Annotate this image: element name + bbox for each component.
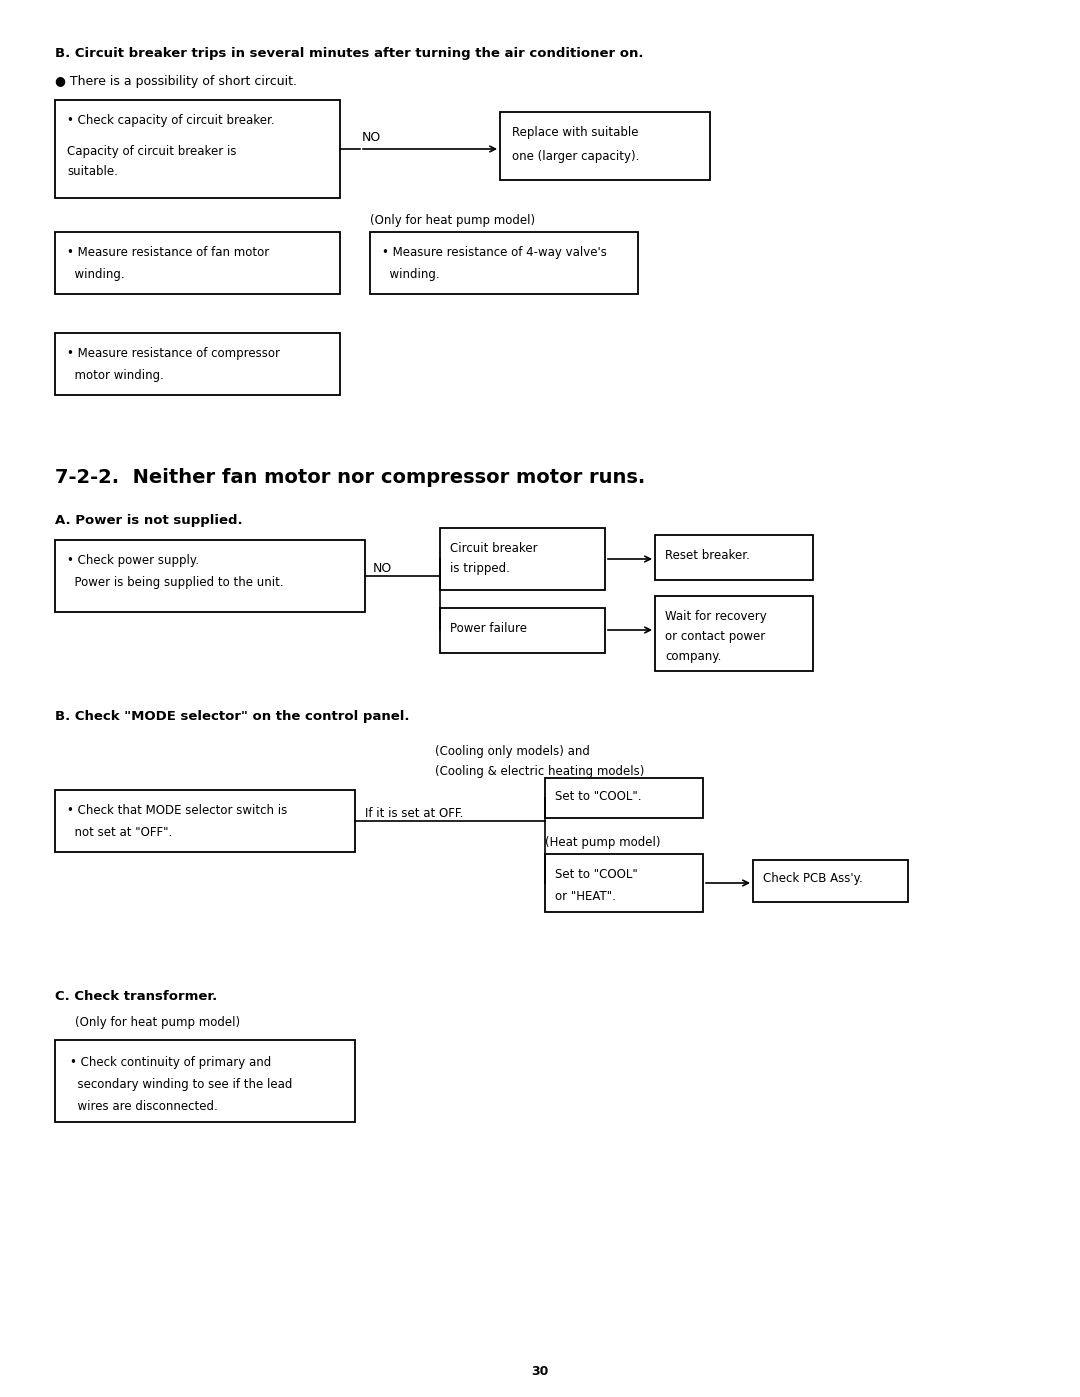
Bar [55, 1039, 355, 1122]
Text: Reset breaker.: Reset breaker. [665, 549, 750, 562]
Text: secondary winding to see if the lead: secondary winding to see if the lead [70, 1078, 293, 1091]
Text: 30: 30 [531, 1365, 549, 1377]
Text: company.: company. [665, 650, 721, 664]
Text: Set to "COOL".: Set to "COOL". [555, 789, 642, 803]
Text: ● There is a possibility of short circuit.: ● There is a possibility of short circui… [55, 75, 297, 88]
Bar [545, 854, 703, 912]
Text: • Check that MODE selector switch is: • Check that MODE selector switch is [67, 805, 287, 817]
Text: Power failure: Power failure [450, 622, 527, 636]
Bar [654, 535, 813, 580]
Text: 7-2-2.  Neither fan motor nor compressor motor runs.: 7-2-2. Neither fan motor nor compressor … [55, 468, 645, 488]
Bar [753, 861, 908, 902]
Bar [55, 789, 355, 852]
Text: • Measure resistance of fan motor: • Measure resistance of fan motor [67, 246, 269, 258]
Text: Replace with suitable: Replace with suitable [512, 126, 638, 138]
Text: or contact power: or contact power [665, 630, 766, 643]
Text: wires are disconnected.: wires are disconnected. [70, 1099, 218, 1113]
Text: one (larger capacity).: one (larger capacity). [512, 149, 639, 163]
Text: (Cooling only models) and: (Cooling only models) and [435, 745, 590, 759]
Text: winding.: winding. [67, 268, 124, 281]
Text: C. Check transformer.: C. Check transformer. [55, 990, 217, 1003]
Bar [654, 597, 813, 671]
Text: • Check power supply.: • Check power supply. [67, 555, 199, 567]
Text: NO: NO [362, 131, 381, 144]
Text: NO: NO [373, 562, 392, 576]
Text: Check PCB Ass'y.: Check PCB Ass'y. [762, 872, 863, 886]
Bar [440, 528, 605, 590]
Bar [370, 232, 638, 293]
Text: (Only for heat pump model): (Only for heat pump model) [75, 1016, 240, 1030]
Text: Wait for recovery: Wait for recovery [665, 610, 767, 623]
Text: B. Circuit breaker trips in several minutes after turning the air conditioner on: B. Circuit breaker trips in several minu… [55, 47, 644, 60]
Bar [440, 608, 605, 652]
Text: Circuit breaker: Circuit breaker [450, 542, 538, 555]
Text: Set to "COOL": Set to "COOL" [555, 868, 638, 882]
Text: • Check continuity of primary and: • Check continuity of primary and [70, 1056, 271, 1069]
Text: A. Power is not supplied.: A. Power is not supplied. [55, 514, 243, 527]
Text: • Check capacity of circuit breaker.: • Check capacity of circuit breaker. [67, 115, 274, 127]
Text: or "HEAT".: or "HEAT". [555, 890, 616, 902]
Text: • Measure resistance of compressor: • Measure resistance of compressor [67, 346, 280, 360]
Bar [545, 778, 703, 819]
Bar [55, 232, 340, 293]
Bar [55, 541, 365, 612]
Text: not set at "OFF".: not set at "OFF". [67, 826, 172, 840]
Text: suitable.: suitable. [67, 165, 118, 177]
Text: motor winding.: motor winding. [67, 369, 164, 381]
Text: • Measure resistance of 4-way valve's: • Measure resistance of 4-way valve's [382, 246, 607, 258]
Text: Capacity of circuit breaker is: Capacity of circuit breaker is [67, 145, 237, 158]
Bar [500, 112, 710, 180]
Text: (Heat pump model): (Heat pump model) [545, 835, 661, 849]
Text: is tripped.: is tripped. [450, 562, 510, 576]
Text: winding.: winding. [382, 268, 440, 281]
Bar [55, 101, 340, 198]
Text: (Cooling & electric heating models): (Cooling & electric heating models) [435, 766, 645, 778]
Text: (Only for heat pump model): (Only for heat pump model) [370, 214, 535, 226]
Text: If it is set at OFF.: If it is set at OFF. [365, 807, 463, 820]
Text: Power is being supplied to the unit.: Power is being supplied to the unit. [67, 576, 284, 590]
Bar [55, 332, 340, 395]
Text: B. Check "MODE selector" on the control panel.: B. Check "MODE selector" on the control … [55, 710, 409, 724]
